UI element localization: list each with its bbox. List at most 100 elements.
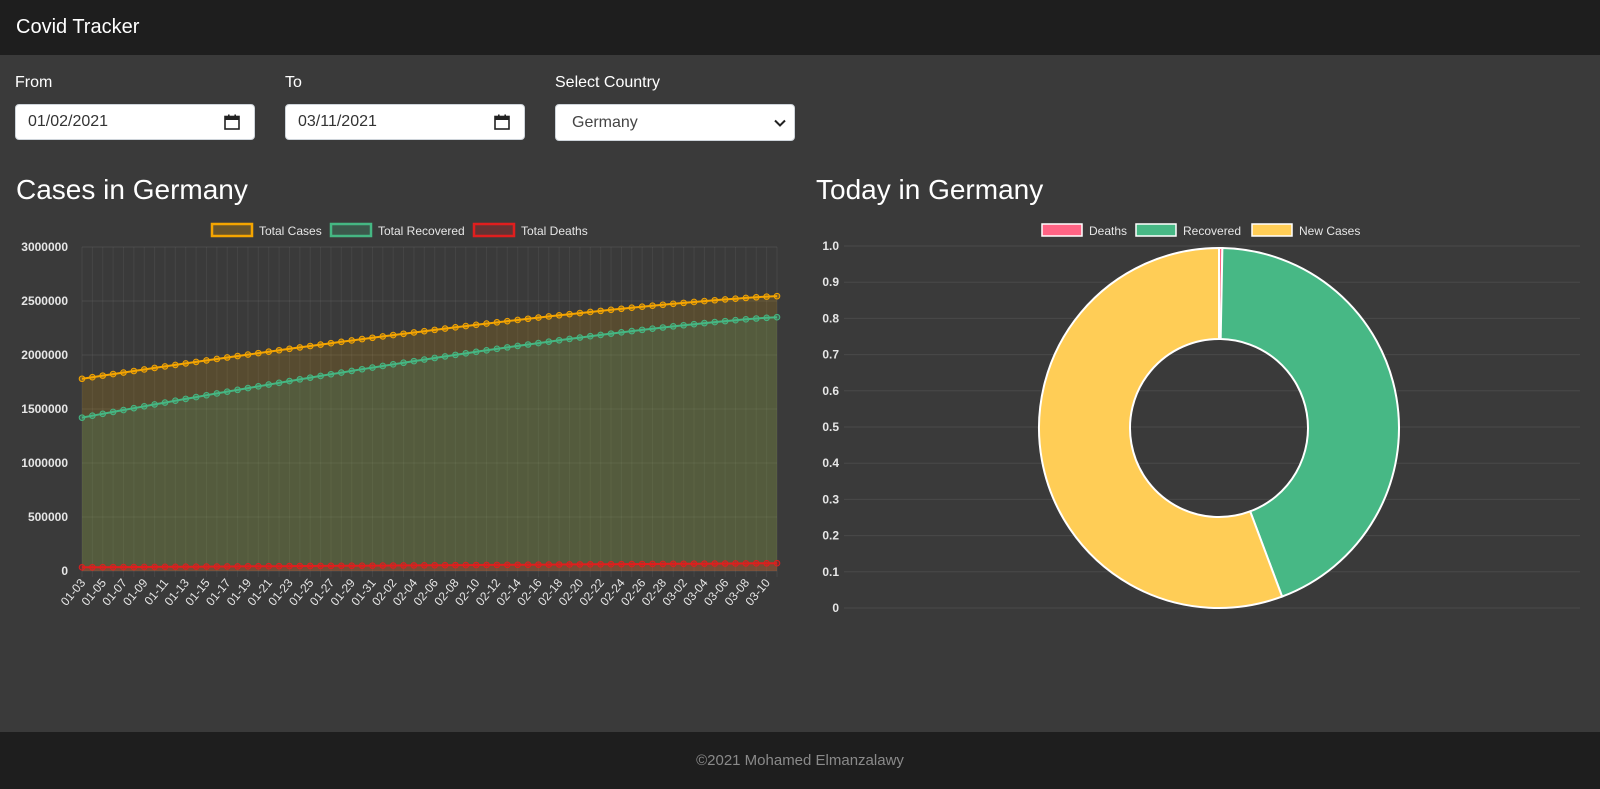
- data-point: [234, 352, 241, 360]
- data-point: [752, 560, 760, 567]
- data-point: [701, 560, 708, 567]
- data-point: [701, 297, 708, 305]
- data-point: [462, 350, 470, 357]
- y-tick-label: 0.9: [822, 275, 839, 289]
- y-tick-label: 2000000: [21, 348, 68, 362]
- data-point: [742, 316, 750, 323]
- data-point: [773, 559, 781, 567]
- data-point: [151, 401, 158, 408]
- data-point: [400, 562, 407, 569]
- calendar-icon[interactable]: [494, 114, 510, 130]
- data-point: [317, 372, 324, 380]
- data-point: [78, 564, 86, 571]
- data-point: [265, 562, 273, 570]
- data-point: [234, 563, 241, 570]
- data-point: [503, 561, 511, 569]
- legend-swatch: [472, 222, 516, 238]
- data-point: [514, 561, 521, 569]
- data-point: [462, 322, 470, 330]
- data-point: [89, 373, 96, 381]
- data-point: [472, 561, 480, 569]
- data-point: [348, 337, 356, 344]
- data-point: [358, 335, 366, 343]
- data-point: [576, 561, 584, 568]
- data-point: [514, 316, 521, 324]
- y-tick-label: 0.3: [822, 492, 839, 506]
- data-point: [296, 562, 304, 570]
- calendar-icon[interactable]: [224, 114, 240, 130]
- data-point: [234, 386, 241, 394]
- to-date-value: 03/11/2021: [298, 113, 377, 130]
- data-point: [493, 561, 501, 569]
- data-point: [223, 354, 231, 361]
- data-point: [576, 309, 584, 317]
- data-point: [555, 336, 563, 344]
- data-point: [421, 356, 428, 363]
- y-tick-label: 1500000: [21, 402, 68, 416]
- data-point: [99, 563, 107, 571]
- data-point: [172, 361, 179, 369]
- country-select[interactable]: Germany: [555, 104, 795, 141]
- data-point: [410, 357, 418, 365]
- data-point: [545, 313, 553, 320]
- data-point: [89, 412, 96, 420]
- data-point: [161, 563, 169, 571]
- data-point: [597, 307, 604, 315]
- data-point: [78, 375, 86, 383]
- data-point: [721, 296, 729, 303]
- data-point: [255, 562, 262, 570]
- data-point: [172, 563, 179, 571]
- y-tick-label: 500000: [28, 510, 68, 524]
- data-point: [607, 330, 615, 337]
- data-point: [421, 327, 428, 335]
- data-point: [586, 308, 594, 316]
- data-point: [120, 406, 127, 414]
- legend-label: Recovered: [1183, 224, 1241, 238]
- data-point: [566, 335, 573, 343]
- data-point: [348, 367, 356, 375]
- to-date-input[interactable]: 03/11/2021: [285, 104, 525, 140]
- data-point: [410, 329, 418, 336]
- from-date-value: 01/02/2021: [28, 113, 109, 130]
- data-point: [638, 303, 646, 311]
- data-point: [441, 325, 449, 332]
- app-title[interactable]: Covid Tracker: [16, 16, 140, 38]
- data-point: [244, 384, 252, 392]
- data-point: [338, 562, 345, 570]
- data-point: [244, 351, 252, 358]
- data-point: [493, 319, 501, 326]
- y-tick-label: 2500000: [21, 294, 68, 308]
- data-point: [763, 314, 770, 322]
- line-chart-title: Cases in Germany: [16, 174, 248, 205]
- data-point: [358, 365, 366, 373]
- data-point: [721, 317, 729, 325]
- data-point: [431, 354, 438, 362]
- data-point: [742, 560, 750, 567]
- data-point: [379, 562, 387, 569]
- data-point: [586, 332, 594, 340]
- data-point: [545, 561, 553, 568]
- data-point: [327, 562, 335, 570]
- legend-label: Total Recovered: [378, 224, 465, 238]
- chevron-down-icon: [774, 119, 786, 127]
- data-point: [607, 560, 615, 568]
- data-point: [265, 381, 273, 388]
- data-point: [182, 563, 190, 571]
- data-point: [317, 562, 324, 570]
- x-tick-label: 03-10: [742, 576, 773, 609]
- data-point: [586, 561, 594, 568]
- to-label: To: [285, 74, 302, 91]
- data-point: [431, 561, 438, 569]
- data-point: [659, 324, 667, 331]
- from-date-input[interactable]: 01/02/2021: [15, 104, 255, 140]
- data-point: [223, 388, 231, 395]
- y-tick-label: 0.2: [822, 529, 839, 543]
- data-point: [431, 326, 438, 334]
- data-point: [338, 338, 345, 346]
- data-point: [732, 316, 739, 324]
- data-point: [711, 296, 719, 304]
- data-point: [732, 295, 739, 302]
- data-point: [203, 391, 210, 399]
- donut-slice: [1038, 246, 1284, 609]
- data-point: [628, 327, 636, 335]
